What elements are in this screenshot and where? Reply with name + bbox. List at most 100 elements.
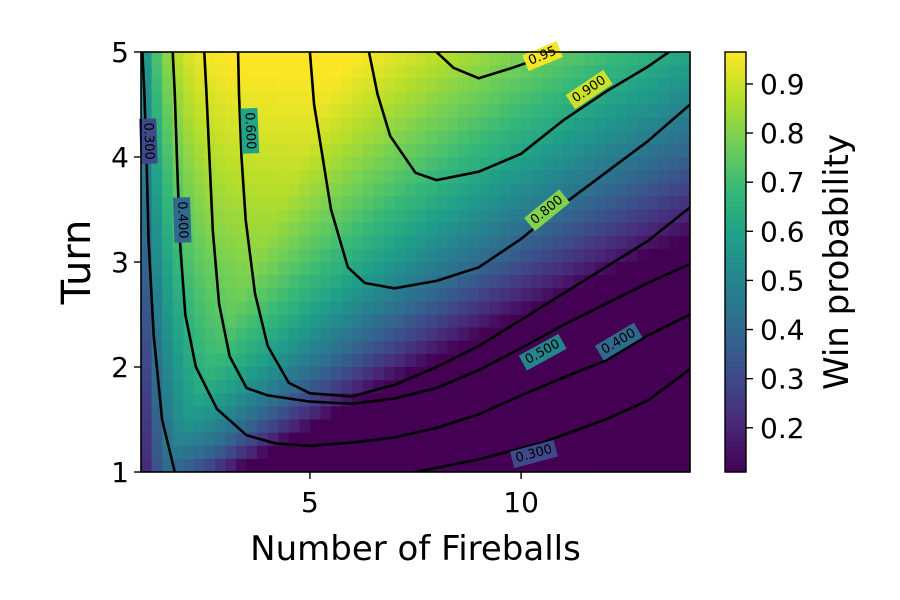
heatmap-cell [436, 301, 448, 316]
heatmap-cell [542, 406, 554, 421]
heatmap-cell [394, 157, 406, 171]
heatmap-cell [616, 353, 628, 368]
heatmap-cell [331, 104, 343, 119]
heatmap-cell [193, 183, 205, 197]
heatmap-cell [193, 380, 205, 394]
heatmap-cell [457, 393, 469, 407]
heatmap-cell [278, 183, 290, 197]
heatmap-cell [288, 419, 300, 434]
heatmap-cell [426, 104, 438, 119]
heatmap-cell [394, 275, 406, 289]
heatmap-cell [552, 52, 564, 66]
heatmap-cell [542, 65, 554, 79]
heatmap-cell [584, 301, 596, 316]
heatmap-cell [193, 209, 205, 224]
heatmap-cell [499, 288, 512, 302]
heatmap-cell [404, 52, 417, 66]
heatmap-cell [267, 235, 279, 250]
colorbar-swatch [725, 377, 746, 383]
heatmap-cell [278, 353, 290, 368]
colorbar-tick-label: 0.7 [760, 166, 805, 199]
heatmap-cell [362, 327, 374, 342]
heatmap-cell [658, 353, 670, 368]
heatmap-cell [352, 183, 364, 197]
heatmap-cell [225, 432, 237, 447]
heatmap-cell [193, 432, 205, 447]
heatmap-cell [404, 406, 417, 421]
heatmap-cell [426, 301, 438, 316]
heatmap-cell [637, 288, 649, 302]
heatmap-cell [552, 445, 564, 460]
heatmap-cell [309, 78, 322, 92]
heatmap-cell [584, 235, 596, 250]
heatmap-cell [616, 91, 628, 106]
heatmap-cell [373, 262, 385, 276]
heatmap-cell [468, 445, 480, 460]
heatmap-cell [193, 288, 205, 302]
heatmap-cell [204, 353, 216, 368]
heatmap-cell [447, 367, 459, 381]
heatmap-cell [447, 380, 459, 394]
heatmap-cell [383, 353, 395, 368]
heatmap-cell [151, 262, 163, 276]
heatmap-cell [278, 301, 290, 316]
heatmap-cell [489, 314, 501, 329]
heatmap-cell [510, 91, 522, 106]
heatmap-cell [193, 235, 205, 250]
heatmap-cell [531, 419, 543, 434]
colorbar-swatch [725, 237, 746, 243]
heatmap-cell [225, 235, 237, 250]
heatmap-cell [193, 262, 205, 276]
heatmap-cell [225, 301, 237, 316]
heatmap-cell [331, 170, 343, 184]
heatmap-cell [320, 288, 332, 302]
heatmap-cell [320, 406, 332, 421]
heatmap-cell [162, 458, 174, 472]
heatmap-cell [584, 52, 596, 66]
heatmap-cell [637, 248, 649, 263]
heatmap-cell [426, 248, 438, 263]
heatmap-cell [447, 91, 459, 106]
heatmap-cell [616, 262, 628, 276]
heatmap-cell [404, 209, 417, 224]
heatmap-cell [193, 419, 205, 434]
heatmap-cell [447, 419, 459, 434]
heatmap-cell [373, 65, 385, 79]
heatmap-cell [605, 91, 617, 106]
heatmap-cell [563, 209, 575, 224]
heatmap-cell [647, 340, 659, 355]
heatmap-cell [647, 143, 659, 158]
heatmap-cell [415, 445, 427, 460]
heatmap-cell [542, 314, 554, 329]
heatmap-cell [341, 248, 353, 263]
heatmap-cell [151, 222, 163, 237]
heatmap-cell [584, 380, 596, 394]
heatmap-cell [225, 104, 237, 119]
heatmap-cell [499, 78, 512, 92]
heatmap-cell [647, 91, 659, 106]
heatmap-cell [679, 288, 690, 302]
heatmap-cell [225, 143, 237, 158]
heatmap-cell [447, 52, 459, 66]
heatmap-cell [468, 432, 480, 447]
heatmap-cell [521, 327, 533, 342]
heatmap-cell [320, 340, 332, 355]
y-axis-label: Turn [54, 220, 100, 306]
heatmap-cell [288, 314, 300, 329]
heatmap-cell [236, 406, 248, 421]
heatmap-cell [309, 458, 322, 472]
heatmap-cell [510, 353, 522, 368]
heatmap-cell [658, 183, 670, 197]
heatmap-cell [510, 209, 522, 224]
heatmap-cell [415, 353, 427, 368]
colorbar-swatch [725, 282, 746, 288]
heatmap-cell [573, 222, 586, 237]
colorbar-swatch [725, 62, 746, 68]
heatmap-cell [151, 301, 163, 316]
heatmap-cell [478, 117, 491, 132]
heatmap-cell [447, 406, 459, 421]
heatmap-cell [510, 288, 522, 302]
heatmap-cell [151, 91, 163, 106]
heatmap-cell [193, 78, 205, 92]
